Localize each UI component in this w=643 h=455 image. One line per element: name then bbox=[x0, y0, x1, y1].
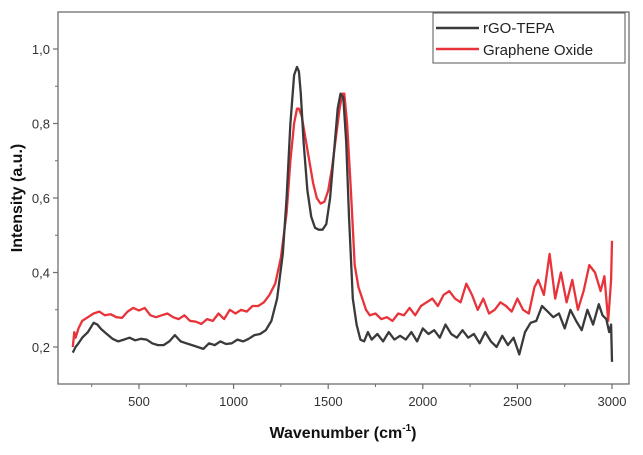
y-tick-label: 1,0 bbox=[32, 42, 50, 57]
y-tick-label: 0,2 bbox=[32, 340, 50, 355]
x-tick-label: 500 bbox=[128, 394, 150, 409]
x-tick-label: 2500 bbox=[503, 394, 532, 409]
y-tick-label: 0,6 bbox=[32, 191, 50, 206]
legend-label-rgo-tepa: rGO-TEPA bbox=[483, 20, 554, 37]
x-tick-label: 3000 bbox=[598, 394, 627, 409]
series-line-rgo-tepa bbox=[71, 65, 614, 362]
x-tick-label: 1500 bbox=[314, 394, 343, 409]
legend-label-graphene-oxide: Graphene Oxide bbox=[483, 42, 593, 59]
x-axis-title-superscript: -1 bbox=[402, 423, 411, 434]
series-layer bbox=[71, 65, 614, 362]
x-axis-title-suffix: ) bbox=[411, 425, 416, 442]
x-axis-title-main: Wavenumber (cm bbox=[269, 425, 402, 442]
y-tick-label: 0,4 bbox=[32, 266, 50, 281]
legend: rGO-TEPA Graphene Oxide bbox=[432, 12, 626, 64]
x-axis: 500 1000 1500 2000 2500 3000 bbox=[91, 384, 627, 409]
x-axis-title: Wavenumber (cm-1) bbox=[269, 423, 416, 442]
y-axis-title: Intensity (a.u.) bbox=[9, 144, 26, 252]
legend-box bbox=[432, 12, 626, 64]
series-line-graphene-oxide bbox=[71, 92, 614, 348]
y-axis: 0,2 0,4 0,6 0,8 1,0 bbox=[32, 42, 58, 355]
x-tick-label: 1000 bbox=[219, 394, 248, 409]
y-tick-label: 0,8 bbox=[32, 117, 50, 132]
x-tick-label: 2000 bbox=[408, 394, 437, 409]
